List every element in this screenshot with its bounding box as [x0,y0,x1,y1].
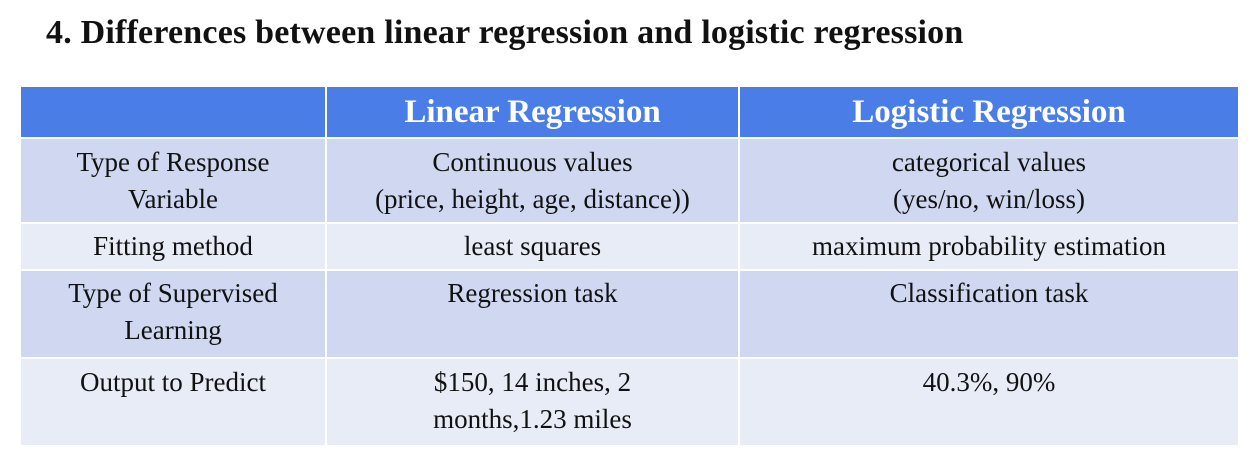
logistic-cell-line: (yes/no, win/loss) [893,183,1085,214]
table-row: Type of Supervised Learning Regression t… [19,269,1240,359]
linear-cell-line: months,1.23 miles [433,404,632,434]
row-label-line: Type of Supervised [68,278,278,308]
logistic-cell: maximum probability estimation [738,222,1240,271]
table-row: Type of Response Variable Continuous val… [19,137,1240,224]
linear-cell: Continuous values (price, height, age, d… [325,137,740,224]
row-label: Type of Supervised Learning [19,269,327,359]
header-corner-cell [19,85,327,139]
linear-cell-line: $150, 14 inches, 2 [433,367,632,397]
linear-cell: $150, 14 inches, 2 months,1.23 miles [325,357,740,447]
linear-cell-line: least squares [463,231,602,261]
row-label-line: Type of Response [76,146,270,177]
row-label-line: Output to Predict [80,367,266,397]
logistic-cell-line: maximum probability estimation [812,231,1166,261]
row-label-line: Variable [128,183,218,214]
header-logistic-regression: Logistic Regression [738,85,1240,139]
logistic-cell: 40.3%, 90% [738,357,1240,447]
logistic-cell-line: categorical values [891,146,1087,177]
logistic-cell: categorical values (yes/no, win/loss) [738,137,1240,224]
row-label: Fitting method [19,222,327,271]
table-row: Output to Predict $150, 14 inches, 2 mon… [19,357,1240,447]
linear-cell-line: Continuous values [432,146,633,177]
header-row: Linear Regression Logistic Regression [19,85,1240,139]
logistic-cell-line: Classification task [889,278,1089,308]
row-label-line: Fitting method [93,231,253,261]
row-label: Type of Response Variable [19,137,327,224]
linear-cell: least squares [325,222,740,271]
table-row: Fitting method least squares maximum pro… [19,222,1240,271]
row-label-line: Learning [124,315,222,345]
page-title: 4. Differences between linear regression… [46,14,964,51]
logistic-cell-line: 40.3%, 90% [922,367,1056,397]
linear-cell-line: Regression task [447,278,618,308]
logistic-cell: Classification task [738,269,1240,359]
row-label: Output to Predict [19,357,327,447]
header-linear-regression: Linear Regression [325,85,740,139]
linear-cell-line: (price, height, age, distance)) [375,183,690,214]
comparison-table: Linear Regression Logistic Regression Ty… [19,85,1240,447]
linear-cell: Regression task [325,269,740,359]
